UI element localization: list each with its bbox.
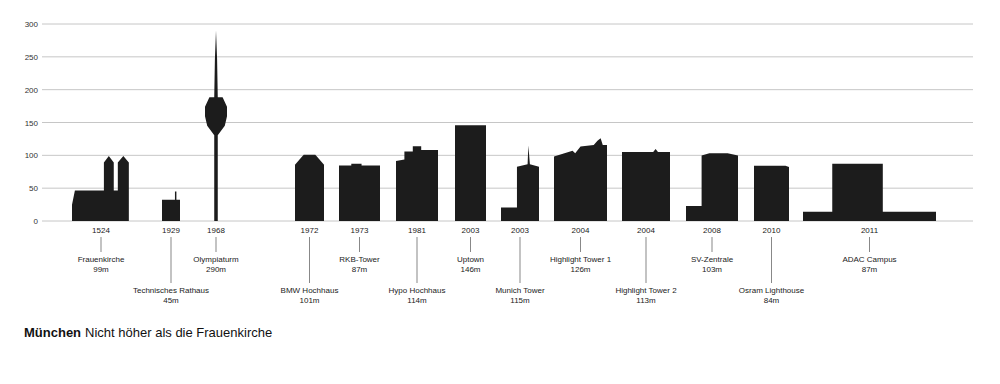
building-name: Uptown xyxy=(457,255,484,264)
connector xyxy=(580,237,581,252)
tick-label: 150 xyxy=(25,119,39,128)
year-label: 2004 xyxy=(572,226,590,235)
year-label: 1973 xyxy=(351,226,369,235)
year-label: 2003 xyxy=(462,226,480,235)
title: München xyxy=(24,325,81,340)
year-label: 1929 xyxy=(162,226,180,235)
connector xyxy=(309,237,310,283)
building xyxy=(754,166,789,221)
height-label: 126m xyxy=(570,265,590,274)
title-line: München Nicht höher als die Frauenkirche xyxy=(24,325,272,340)
connector xyxy=(216,237,217,252)
year-label: 1968 xyxy=(207,226,225,235)
height-label: 99m xyxy=(93,265,109,274)
tick-label: 300 xyxy=(25,20,39,29)
grid-line xyxy=(42,24,973,25)
tick-label: 200 xyxy=(25,86,39,95)
building xyxy=(339,164,380,221)
grid: 0 50 100 150 200 250 300 xyxy=(25,20,973,226)
year-label: 2003 xyxy=(511,226,529,235)
tick-label: 250 xyxy=(25,53,39,62)
building-name: Munich Tower xyxy=(495,286,545,295)
connector xyxy=(171,237,172,283)
building-name: ADAC Campus xyxy=(842,255,896,264)
connector xyxy=(646,237,647,283)
building-name: BMW Hochhaus xyxy=(281,286,339,295)
year-label: 2008 xyxy=(703,226,721,235)
connector xyxy=(417,237,418,283)
building xyxy=(622,149,670,221)
connector xyxy=(869,237,870,252)
building-name: Technisches Rathaus xyxy=(133,286,209,295)
year-label: 2004 xyxy=(637,226,655,235)
height-label: 146m xyxy=(460,265,480,274)
tick-label: 50 xyxy=(29,184,38,193)
building xyxy=(686,153,738,221)
height-label: 290m xyxy=(206,265,226,274)
height-label: 101m xyxy=(299,296,319,305)
connector xyxy=(470,237,471,252)
chart: 0 50 100 150 200 250 300 1524 Frauenkirche99m 192… xyxy=(0,0,1000,384)
grid-line xyxy=(42,122,973,123)
tick-label: 0 xyxy=(34,217,39,226)
building-name: SV-Zentrale xyxy=(691,255,734,264)
year-label: 1972 xyxy=(301,226,319,235)
connector xyxy=(359,237,360,252)
height-label: 84m xyxy=(764,296,780,305)
height-label: 113m xyxy=(636,296,656,305)
year-label: 2010 xyxy=(763,226,781,235)
subtitle: Nicht höher als die Frauenkirche xyxy=(85,325,272,340)
building xyxy=(205,31,227,221)
buildings xyxy=(72,31,936,221)
building-name: Osram Lighthouse xyxy=(739,286,805,295)
year-label: 1524 xyxy=(92,226,110,235)
building-name: Hypo Hochhaus xyxy=(389,286,446,295)
height-label: 115m xyxy=(510,296,530,305)
height-label: 114m xyxy=(407,296,427,305)
building xyxy=(396,146,438,221)
connector xyxy=(712,237,713,252)
year-label: 2011 xyxy=(861,226,879,235)
connector xyxy=(771,237,772,283)
height-label: 87m xyxy=(862,265,878,274)
connector xyxy=(101,237,102,252)
building xyxy=(455,125,486,221)
tick-label: 100 xyxy=(25,151,39,160)
building xyxy=(554,138,607,221)
building-name: Olympiaturm xyxy=(193,255,239,264)
building xyxy=(295,155,324,221)
building xyxy=(72,156,129,221)
connector xyxy=(520,237,521,283)
building xyxy=(803,164,936,221)
building-name: RKB-Tower xyxy=(339,255,380,264)
height-label: 103m xyxy=(702,265,722,274)
year-label: 1981 xyxy=(408,226,426,235)
height-label: 87m xyxy=(352,265,368,274)
grid-line xyxy=(42,56,973,57)
building-name: Highlight Tower 1 xyxy=(550,255,612,264)
building xyxy=(162,191,180,221)
labels: 1524 Frauenkirche99m 1929 Technisches Ratha… xyxy=(78,226,897,305)
building-name: Highlight Tower 2 xyxy=(615,286,677,295)
height-label: 45m xyxy=(163,296,179,305)
building xyxy=(501,145,539,221)
grid-line xyxy=(42,89,973,90)
building-name: Frauenkirche xyxy=(78,255,125,264)
grid-line xyxy=(42,155,973,156)
